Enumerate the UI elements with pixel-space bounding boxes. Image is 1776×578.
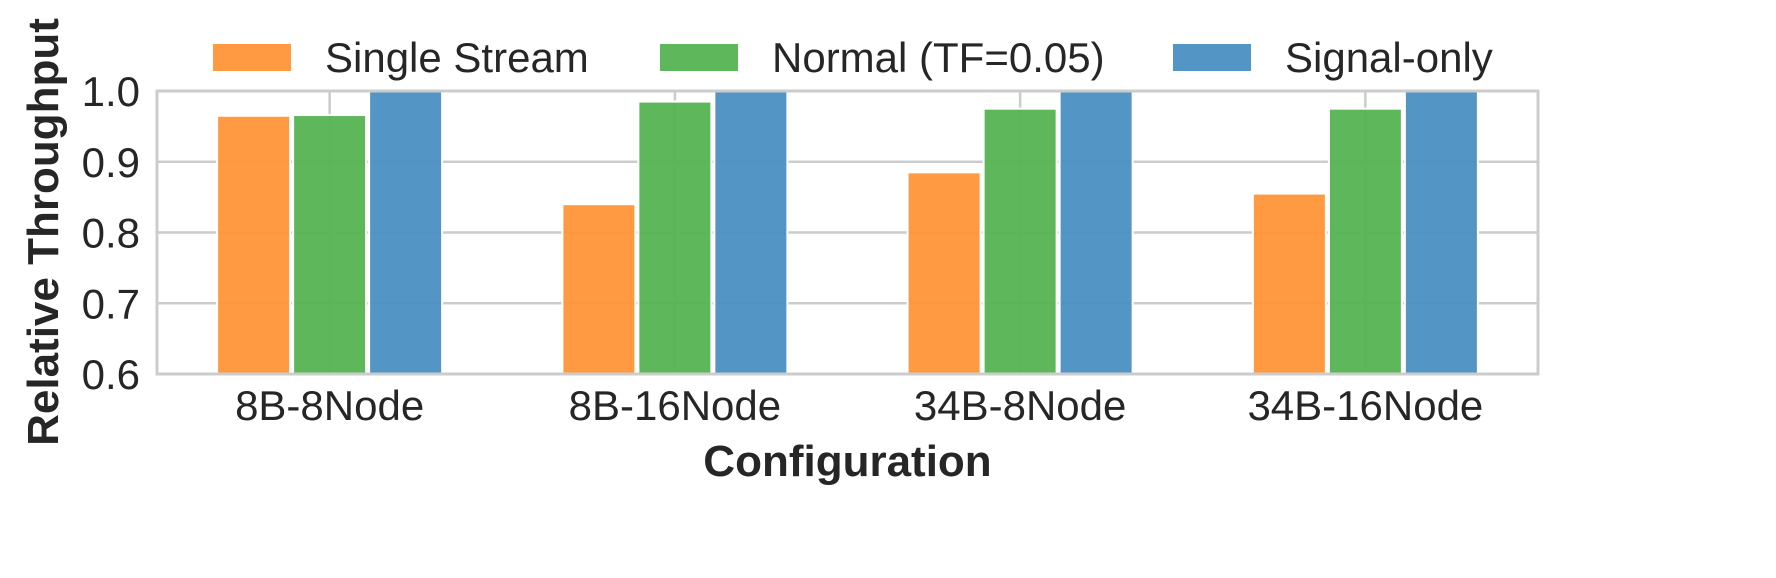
y-tick-label: 0.8 xyxy=(82,210,140,257)
legend: Single Stream Normal (TF=0.05) Signal-only xyxy=(213,34,1493,81)
legend-label: Signal-only xyxy=(1285,34,1493,81)
bar-34b-8node-series-1 xyxy=(982,107,1058,375)
y-tick-labels: 0.6 0.7 0.8 0.9 1.0 xyxy=(82,68,140,398)
legend-swatch xyxy=(1173,44,1251,71)
x-tick-labels: 8B-8Node 8B-16Node 34B-8Node 34B-16Node xyxy=(235,382,1483,429)
x-tick-label: 34B-8Node xyxy=(914,382,1126,429)
bar-8b-16node-series-0 xyxy=(561,203,637,375)
bar-34b-16node-series-0 xyxy=(1251,192,1327,375)
y-axis-title: Relative Throughput xyxy=(19,18,68,446)
bar-8b-16node-series-1 xyxy=(637,100,713,376)
x-axis-title: Configuration xyxy=(703,437,991,486)
legend-label: Single Stream xyxy=(325,34,589,81)
plot-frame xyxy=(155,89,1540,376)
y-tick-label: 0.7 xyxy=(82,280,140,327)
x-tick-label: 34B-16Node xyxy=(1247,382,1483,429)
legend-swatch xyxy=(660,44,738,71)
y-tick-label: 1.0 xyxy=(82,68,140,115)
bar-34b-8node-series-2 xyxy=(1058,90,1134,375)
y-tick-label: 0.9 xyxy=(82,139,140,186)
bar-34b-8node-series-0 xyxy=(906,171,982,375)
legend-label: Normal (TF=0.05) xyxy=(772,34,1105,81)
bar-34b-16node-series-1 xyxy=(1327,107,1403,375)
bar-8b-8node-series-2 xyxy=(368,90,444,375)
bars xyxy=(216,90,1479,376)
x-tick-label: 8B-8Node xyxy=(235,382,424,429)
bar-8b-8node-series-1 xyxy=(292,114,368,376)
bar-34b-16node-series-2 xyxy=(1403,90,1479,375)
bar-8b-16node-series-2 xyxy=(713,90,789,375)
y-tick-label: 0.6 xyxy=(82,351,140,398)
legend-swatch xyxy=(213,44,291,71)
x-tick-label: 8B-16Node xyxy=(569,382,781,429)
bar-8b-8node-series-0 xyxy=(216,114,292,375)
